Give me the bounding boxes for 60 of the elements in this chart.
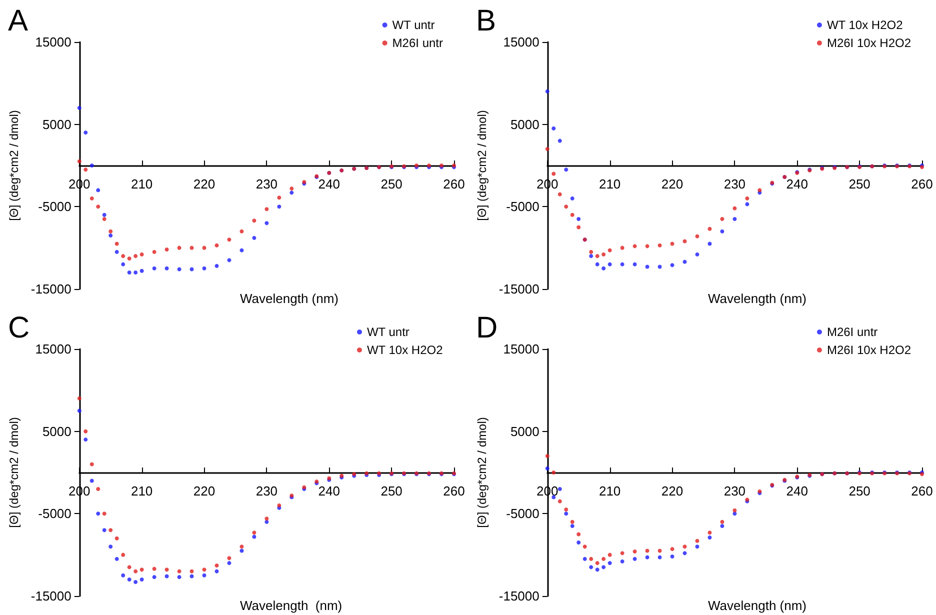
x-tick-label: 210 [598,484,621,498]
y-tick-label: 5000 [510,424,540,439]
y-tick-label: -5000 [38,506,72,522]
x-axis-title: Wavelength (nm) [240,598,342,613]
x-tick-label: 220 [193,484,216,498]
legend-label: WT 10x H2O2 [826,18,904,32]
legend-label: M26I 10x H2O2 [826,36,912,50]
y-tick-label: -5000 [38,199,72,214]
text: B [476,4,496,38]
x-tick-label: 220 [661,484,684,498]
x-tick-label: 230 [256,484,278,498]
x-tick-label: 250 [848,484,870,498]
x-tick-label: 240 [318,484,340,498]
y-tick-label: -15000 [30,588,72,604]
y-tick-label: -15000 [498,588,540,604]
legend-label: WT 10x H2O2 [366,343,444,357]
x-tick-label: 260 [443,484,465,498]
x-axis-title: Wavelength (nm) [708,598,806,613]
x-tick-label: 220 [193,176,216,192]
legend-label: WT untr [366,325,410,339]
y-tick-label: 5000 [510,116,540,132]
x-axis-title: Wavelength (nm) [708,291,806,306]
text: C [8,312,30,344]
y-tick-label: -5000 [506,506,540,522]
x-axis-title: Wavelength (nm) [240,291,338,306]
x-tick-label: 230 [256,176,278,192]
y-tick-label: 15000 [503,34,540,50]
text: A [8,4,28,38]
y-tick-label: 15000 [35,34,72,50]
y-axis-title: [Θ] (deg*cm2 / dmol) [7,110,21,221]
x-tick-label: 250 [380,484,402,498]
x-tick-label: 230 [724,176,746,192]
x-tick-label: 240 [318,176,340,192]
y-tick-label: 15000 [35,342,72,356]
text: D [476,312,498,344]
x-tick-label: 260 [911,176,933,192]
y-tick-label: 5000 [42,116,72,132]
x-tick-label: 240 [786,484,808,498]
legend-label: M26I untr [392,36,444,50]
y-tick-label: 15000 [503,342,540,356]
y-axis-title: [Θ] (deg*cm2 / dmol) [475,110,489,221]
x-tick-label: 220 [661,176,684,192]
x-tick-label: 250 [380,176,402,192]
y-axis-title: [Θ] (deg*cm2 / dmol) [475,417,489,528]
x-tick-label: 210 [598,176,621,192]
legend-label: M26I 10x H2O2 [826,343,912,357]
x-tick-label: 240 [786,176,808,192]
x-tick-label: 230 [724,484,746,498]
y-tick-label: -15000 [498,282,540,296]
y-tick-label: 5000 [42,424,72,439]
y-tick-label: -15000 [30,282,72,296]
legend-label: WT untr [392,18,435,32]
legend-label: M26I untr [826,325,878,339]
x-tick-label: 210 [130,176,153,192]
y-tick-label: -5000 [506,199,540,214]
y-axis-title: [Θ] (deg*cm2 / dmol) [7,417,21,528]
x-tick-label: 260 [911,484,933,498]
x-tick-label: 250 [848,176,870,192]
x-tick-label: 260 [443,176,465,192]
x-tick-label: 210 [130,484,153,498]
